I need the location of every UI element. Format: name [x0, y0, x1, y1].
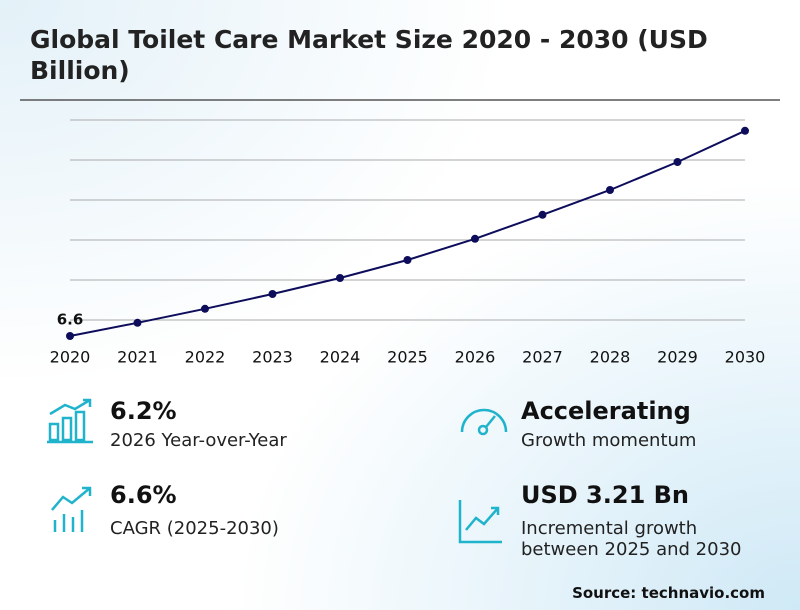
- series-line: [69, 129, 746, 337]
- data-point: [606, 186, 614, 194]
- data-point: [741, 126, 749, 135]
- chart-icon: [458, 500, 502, 544]
- x-tick-label: 2020: [50, 348, 91, 367]
- x-tick-label: 2028: [590, 348, 631, 367]
- stat-label: 2026 Year-over-Year: [110, 430, 287, 451]
- data-point: [66, 332, 74, 340]
- data-point: [403, 256, 412, 264]
- stat-label: CAGR (2025-2030): [110, 518, 279, 539]
- stat-value: 6.6%: [110, 481, 177, 509]
- x-tick-label: 2023: [252, 348, 293, 367]
- stat-value: 6.2%: [110, 397, 177, 425]
- icons: [47, 398, 508, 544]
- stat-label: Growth momentum: [521, 430, 697, 451]
- data-point: [471, 234, 479, 243]
- stat-value: USD 3.21 Bn: [521, 481, 689, 509]
- data-point: [268, 290, 277, 298]
- x-tick-label: 2022: [185, 348, 226, 367]
- x-tick-label: 2027: [522, 348, 563, 367]
- data-point: [133, 318, 142, 327]
- chart-title: Global Toilet Care Market Size 2020 - 20…: [30, 25, 708, 85]
- stat-value: Accelerating: [521, 397, 691, 425]
- stat-label: Incremental growth between 2025 and 2030: [521, 518, 742, 560]
- data-point: [673, 158, 682, 166]
- data-point: [538, 210, 547, 219]
- data-point: [336, 274, 344, 282]
- x-tick-label: 2025: [387, 348, 428, 367]
- x-tick-label: 2021: [117, 348, 158, 367]
- cagr-icon: [51, 486, 92, 532]
- x-tick-label: 2024: [320, 348, 361, 367]
- x-tick-label: 2030: [725, 348, 766, 367]
- source: Source: technavio.com: [572, 584, 765, 602]
- x-tick-label: 2029: [657, 348, 698, 367]
- bar-growth-icon: [47, 398, 93, 444]
- data-point: [201, 304, 209, 313]
- x-tick-label: 2026: [455, 348, 496, 367]
- gauge-icon: [460, 408, 508, 436]
- data-label: 6.6: [57, 311, 84, 329]
